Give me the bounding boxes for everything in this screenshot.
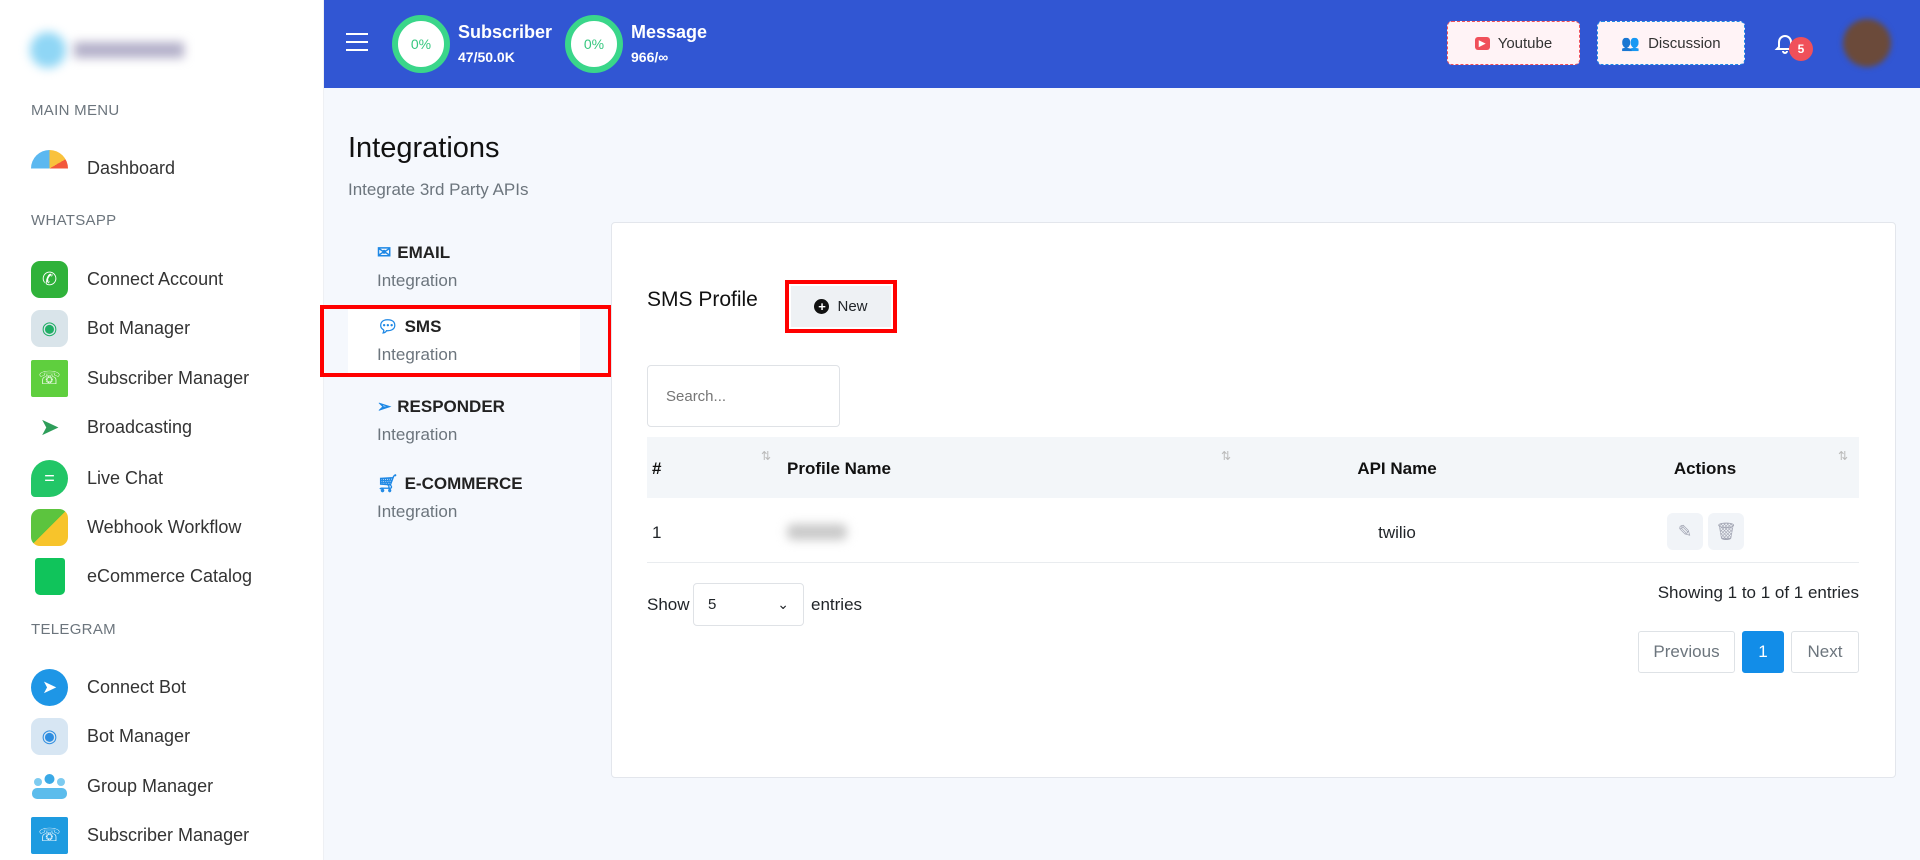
sms-bubble-icon: 💬︎: [377, 317, 399, 336]
table-info: Showing 1 to 1 of 1 entries: [1657, 583, 1859, 602]
dashboard-gauge-icon: [31, 149, 68, 187]
section-main-menu: MAIN MENU: [31, 102, 120, 119]
page-1-button[interactable]: 1: [1742, 631, 1784, 673]
sort-icon[interactable]: ⇅: [1838, 449, 1849, 463]
telegram-icon: ➤: [31, 668, 68, 706]
sidebar-item-dashboard[interactable]: Dashboard: [31, 148, 321, 188]
robot-icon: ◉: [31, 717, 68, 755]
search-input[interactable]: [647, 365, 840, 427]
sort-icon[interactable]: ⇅: [1221, 449, 1232, 463]
sidebar-item-webhook-workflow[interactable]: Webhook Workflow: [31, 507, 321, 547]
message-title: Message: [631, 22, 708, 42]
show-label: Show: [647, 595, 690, 614]
edit-button[interactable]: ✎: [1667, 513, 1703, 550]
paper-plane-icon: ➢: [377, 397, 392, 416]
section-telegram: TELEGRAM: [31, 621, 116, 638]
contact-book-icon: ☏: [31, 816, 68, 854]
cart-icon: 🛒︎: [377, 474, 399, 493]
tab-sms[interactable]: 💬︎ SMS Integration: [348, 306, 580, 376]
paper-plane-icon: ➤: [39, 413, 60, 441]
subscriber-progress-ring: 0%: [392, 15, 450, 73]
card-title: SMS Profile: [647, 288, 758, 311]
trash-icon: 🗑︎: [1715, 521, 1737, 541]
entries-label: entries: [811, 595, 863, 614]
chevron-down-icon: ⌄: [777, 596, 789, 612]
sidebar-item-group-manager[interactable]: Group Manager: [31, 766, 321, 806]
youtube-button[interactable]: ▶ Youtube: [1447, 21, 1580, 65]
group-icon: [31, 768, 68, 805]
contact-book-icon: ☏: [31, 359, 68, 397]
next-page-button[interactable]: Next: [1791, 631, 1859, 673]
top-header: 0% Subscriber 47/50.0K 0% Message 966/∞ …: [324, 0, 1920, 88]
avatar[interactable]: [1843, 19, 1891, 67]
robot-icon: ◉: [31, 309, 68, 347]
sidebar-item-ecommerce-catalog[interactable]: eCommerce Catalog: [31, 556, 321, 596]
api-name-cell: twilio: [1378, 523, 1416, 542]
page-title: Integrations: [348, 132, 500, 164]
sort-icon[interactable]: ⇅: [761, 449, 772, 463]
subscriber-value: 47/50.0K: [458, 49, 515, 65]
plus-circle-icon: +: [814, 299, 830, 314]
profile-name-blurred: [787, 524, 847, 540]
shopping-bag-icon: [35, 557, 65, 595]
puzzle-icon: [31, 508, 68, 546]
row-number: 1: [652, 523, 662, 542]
logo[interactable]: [30, 32, 190, 68]
users-icon: 👥: [1621, 35, 1641, 52]
message-value: 966/∞: [631, 49, 669, 65]
notification-badge: 5: [1789, 37, 1813, 61]
previous-page-button[interactable]: Previous: [1638, 631, 1735, 673]
whatsapp-icon: ✆: [31, 260, 68, 298]
section-whatsapp: WHATSAPP: [31, 212, 117, 229]
tab-email[interactable]: ✉ EMAIL Integration: [377, 243, 458, 290]
envelope-icon: ✉: [377, 243, 392, 262]
sidebar-item-bot-manager[interactable]: ◉ Bot Manager: [31, 308, 321, 348]
sidebar-item-live-chat[interactable]: = Live Chat: [31, 458, 321, 498]
sidebar-item-telegram-bot-manager[interactable]: ◉ Bot Manager: [31, 716, 321, 756]
subscriber-title: Subscriber: [458, 22, 553, 42]
sidebar-item-telegram-subscriber-manager[interactable]: ☏ Subscriber Manager: [31, 815, 321, 855]
table-header: [647, 437, 1859, 498]
edit-icon: ✎: [1677, 521, 1693, 541]
column-header-profile-name[interactable]: Profile Name: [787, 459, 891, 478]
page-size-select[interactable]: 5 ⌄: [693, 583, 804, 626]
tab-ecommerce[interactable]: 🛒︎ E-COMMERCE Integration: [377, 474, 523, 521]
new-profile-button[interactable]: + New: [791, 286, 891, 327]
sidebar-item-connect-account[interactable]: ✆ Connect Account: [31, 259, 321, 299]
chat-bubble-icon: =: [31, 459, 68, 497]
column-header-api-name[interactable]: API Name: [1357, 459, 1437, 478]
youtube-icon: ▶: [1474, 36, 1490, 50]
column-header-number[interactable]: #: [652, 459, 662, 478]
page-subtitle: Integrate 3rd Party APIs: [348, 180, 529, 199]
sidebar-item-connect-bot[interactable]: ➤ Connect Bot: [31, 667, 321, 707]
column-header-actions: Actions: [1673, 459, 1737, 478]
message-progress-ring: 0%: [565, 15, 623, 73]
discussion-button[interactable]: 👥 Discussion: [1597, 21, 1745, 65]
delete-button[interactable]: 🗑︎: [1708, 513, 1744, 550]
tab-responder[interactable]: ➢ RESPONDER Integration: [377, 397, 505, 444]
hamburger-menu-icon[interactable]: [346, 33, 368, 51]
sidebar-item-subscriber-manager[interactable]: ☏ Subscriber Manager: [31, 358, 321, 398]
table-row: [647, 500, 1859, 563]
sidebar: MAIN MENU Dashboard WHATSAPP ✆ Connect Ac…: [0, 0, 324, 860]
sidebar-item-broadcasting[interactable]: ➤ Broadcasting: [31, 407, 321, 447]
